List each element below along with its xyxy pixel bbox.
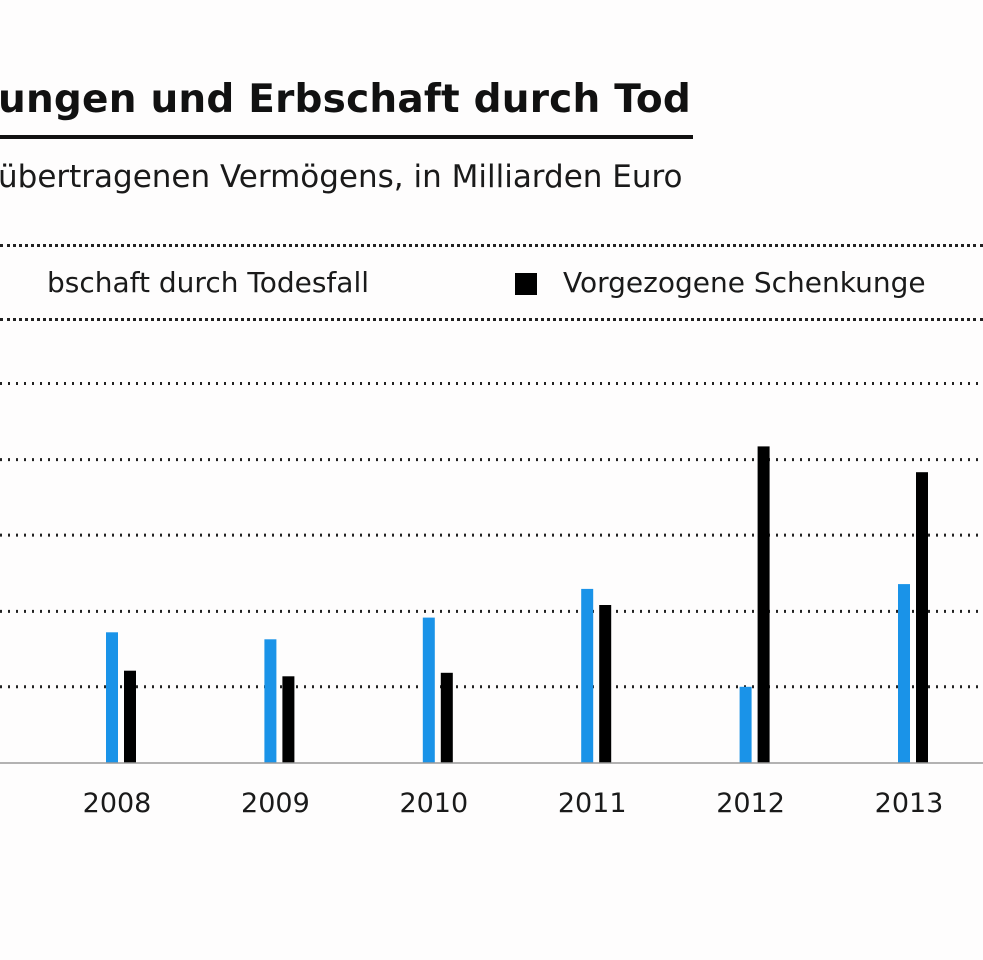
- gridlines: [0, 381, 983, 689]
- bar-todesfall-2013: [898, 584, 910, 763]
- legend-swatch-schenkungen: [515, 273, 537, 295]
- x-tick-label-2013: 2013: [875, 788, 944, 819]
- legend-top-divider: [0, 244, 983, 247]
- bar-todesfall-2011: [581, 588, 594, 763]
- x-tick-label-2009: 2009: [241, 788, 310, 819]
- x-tick-label-2012: 2012: [716, 788, 785, 819]
- bar-schenkungen-2013: [916, 472, 928, 763]
- x-tick-label-2008: 2008: [83, 788, 152, 819]
- x-tick-label-2011: 2011: [558, 788, 627, 819]
- legend-bottom-divider: [0, 318, 983, 321]
- bar-todesfall-2008: [106, 632, 118, 763]
- chart-subtitle: übertragenen Vermögens, in Milliarden Eu…: [0, 159, 683, 195]
- x-tick-label-2010: 2010: [399, 788, 468, 819]
- bar-schenkungen-2009: [282, 676, 295, 763]
- bar-schenkungen-2010: [440, 672, 453, 763]
- bar-todesfall-2010: [422, 617, 435, 763]
- title-underline: [0, 135, 693, 139]
- bar-todesfall-2012: [739, 686, 752, 763]
- bar-schenkungen-2008: [124, 670, 136, 763]
- x-axis-ticks: 2008 2009 2010 2011 2012 2013: [83, 788, 944, 819]
- bar-todesfall-2009: [264, 639, 277, 763]
- legend-label-schenkungen: Vorgezogene Schenkunge: [563, 266, 926, 299]
- bar-schenkungen-2011: [599, 605, 612, 763]
- bars: [106, 446, 928, 763]
- bar-schenkungen-2012: [757, 446, 770, 763]
- legend-label-todesfall: bschaft durch Todesfall: [47, 266, 369, 299]
- chart-title: ungen und Erbschaft durch Tod: [0, 77, 691, 122]
